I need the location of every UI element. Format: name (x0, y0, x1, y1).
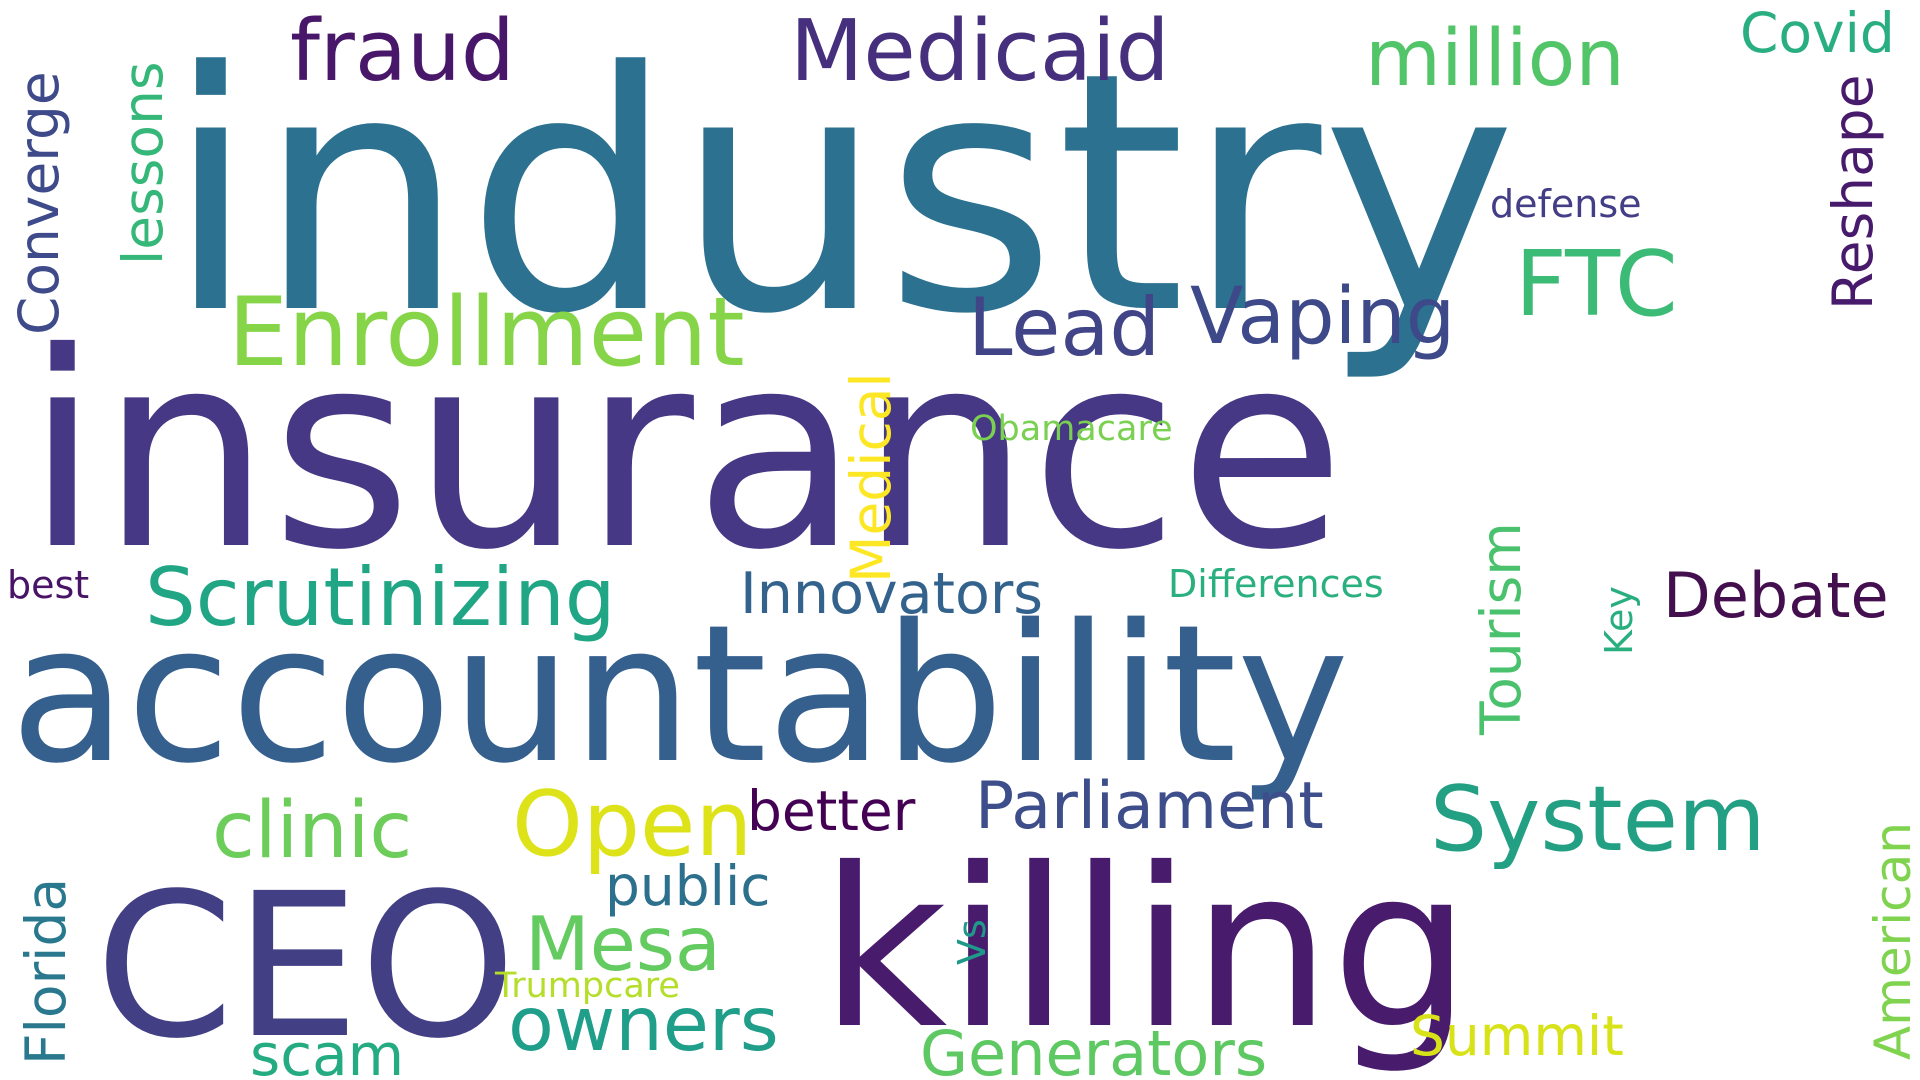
cloud-word-tourism: Tourism (1469, 522, 1533, 736)
cloud-word-industry: industry (165, 2, 1517, 386)
cloud-word-covid: Covid (1740, 1, 1895, 65)
cloud-word-mesa: Mesa (525, 900, 721, 988)
cloud-word-summit: Summit (1410, 1004, 1624, 1068)
cloud-word-killing: killing (820, 821, 1471, 1077)
cloud-word-lead: Lead (968, 281, 1160, 374)
cloud-word-vs: Vs (950, 919, 994, 965)
cloud-word-owners: owners (508, 980, 779, 1068)
cloud-word-lessons: lessons (111, 61, 175, 265)
cloud-word-system: System (1430, 767, 1766, 872)
cloud-word-better: better (747, 779, 916, 843)
cloud-word-accountability: accountability (10, 584, 1349, 805)
cloud-word-key: Key (1597, 586, 1641, 655)
cloud-word-parliament: Parliament (975, 769, 1324, 844)
cloud-word-differences: Differences (1168, 562, 1384, 606)
cloud-word-obamacare: Obamacare (970, 409, 1173, 449)
cloud-word-ceo: CEO (95, 850, 516, 1080)
cloud-word-fraud: fraud (290, 2, 515, 101)
cloud-word-scam: scam (250, 1021, 404, 1080)
cloud-word-florida: Florida (14, 878, 78, 1065)
cloud-word-insurance: insurance (25, 294, 1345, 609)
cloud-word-open: Open (512, 772, 752, 877)
cloud-word-ftc: FTC (1515, 232, 1678, 337)
cloud-word-enrollment: Enrollment (228, 278, 745, 388)
cloud-word-million: million (1365, 14, 1625, 104)
cloud-word-debate: Debate (1663, 559, 1889, 632)
cloud-word-medicaid: Medicaid (790, 2, 1170, 101)
cloud-word-trumpcare: Trumpcare (494, 966, 680, 1006)
cloud-word-clinic: clinic (212, 786, 412, 876)
cloud-word-public: public (605, 854, 770, 918)
cloud-word-scrutinizing: Scrutinizing (145, 551, 616, 644)
cloud-word-american: American (1864, 822, 1920, 1060)
cloud-word-defense: defense (1490, 182, 1642, 226)
cloud-word-innovators: Innovators (740, 561, 1043, 627)
cloud-word-converge: Converge (7, 71, 71, 335)
cloud-word-medical: Medical (839, 372, 903, 583)
cloud-word-best: best (7, 563, 89, 607)
cloud-word-reshape: Reshape (1821, 74, 1885, 310)
cloud-word-vaping: Vaping (1190, 272, 1455, 362)
cloud-word-generators: Generators (920, 1017, 1267, 1080)
